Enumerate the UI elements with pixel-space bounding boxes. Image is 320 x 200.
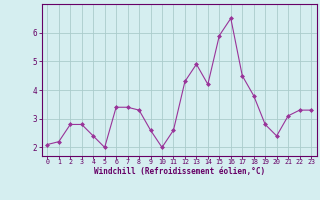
X-axis label: Windchill (Refroidissement éolien,°C): Windchill (Refroidissement éolien,°C) xyxy=(94,167,265,176)
